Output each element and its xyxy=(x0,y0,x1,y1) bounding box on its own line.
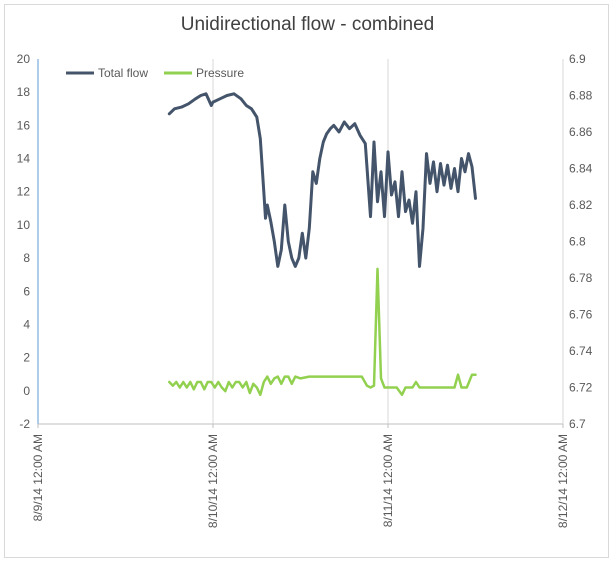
y-right-tick-label: 6.76 xyxy=(569,308,593,322)
y-left-tick-label: -2 xyxy=(19,417,30,431)
y-right-tick-label: 6.88 xyxy=(569,89,593,103)
y-right-tick-label: 6.9 xyxy=(569,52,586,66)
chart-title: Unidirectional flow - combined xyxy=(180,14,435,35)
y-left-tick-label: 14 xyxy=(17,152,31,166)
y-left-tick-label: 20 xyxy=(17,52,31,66)
series-line-pressure xyxy=(168,267,477,397)
y-right-tick-label: 6.8 xyxy=(569,235,586,249)
y-right-tick-label: 6.86 xyxy=(569,125,593,139)
series-line-total-flow xyxy=(167,92,477,268)
y-right-tick-label: 6.74 xyxy=(569,344,593,358)
y-left-tick-label: 12 xyxy=(17,185,31,199)
y-right-tick-label: 6.7 xyxy=(569,417,586,431)
y-left-tick-label: 16 xyxy=(17,118,31,132)
chart-frame xyxy=(4,4,609,558)
y-left-tick-label: 18 xyxy=(17,85,31,99)
y-left-tick-label: 0 xyxy=(23,384,30,398)
y-right-tick-label: 6.72 xyxy=(569,381,593,395)
x-tick-label: 8/10/14 12:00 AM xyxy=(206,434,220,528)
x-tick-label: 8/9/14 12:00 AM xyxy=(31,434,45,521)
legend-label-pressure: Pressure xyxy=(196,66,244,80)
y-left-tick-label: 2 xyxy=(23,351,30,365)
y-left-tick-label: 10 xyxy=(17,218,31,232)
y-right-tick-label: 6.82 xyxy=(569,198,593,212)
legend-label-total-flow: Total flow xyxy=(98,66,148,80)
x-tick-label: 8/11/14 12:00 AM xyxy=(381,434,395,527)
y-left-tick-label: 6 xyxy=(23,284,30,298)
y-right-tick-label: 6.84 xyxy=(569,162,593,176)
y-left-tick-label: 4 xyxy=(23,317,30,331)
x-tick-label: 8/12/14 12:00 AM xyxy=(556,434,570,528)
y-right-tick-label: 6.78 xyxy=(569,271,593,285)
y-left-tick-label: 8 xyxy=(23,251,30,265)
